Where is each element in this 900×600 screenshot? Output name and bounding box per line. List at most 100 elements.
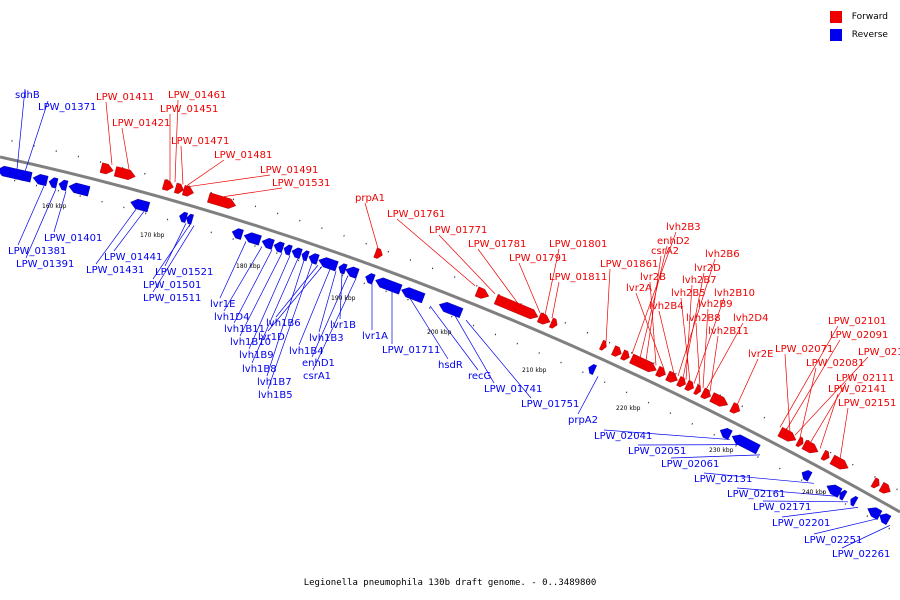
reverse-label-leader (409, 298, 449, 360)
forward-gene-arrow (373, 247, 383, 259)
reverse-gene-label: LPW_01751 (521, 399, 579, 410)
reverse-gene-label: csrA1 (303, 371, 331, 382)
forward-label-leader (189, 174, 271, 187)
reverse-gene-arrow (867, 507, 883, 520)
forward-gene-arrow (161, 179, 174, 191)
forward-gene-arrow (474, 286, 490, 299)
reverse-gene-label: LPW_01381 (8, 246, 66, 257)
scale-dash (757, 456, 759, 458)
reverse-gene-arrow (48, 177, 59, 189)
forward-gene-arrow (611, 345, 622, 357)
reverse-label-leader (53, 191, 67, 233)
reverse-label-leader (152, 225, 195, 293)
legend-forward: Forward (829, 8, 888, 26)
forward-gene-label: lvh2B7 (682, 275, 717, 286)
forward-label-leader (702, 308, 709, 389)
forward-label-leader (605, 268, 611, 343)
forward-gene-label: LPW_01461 (168, 90, 226, 101)
reverse-gene-label: recG (468, 371, 491, 382)
forward-label-leader (364, 202, 379, 249)
scale-dash (647, 401, 650, 404)
scale-dash (586, 331, 589, 334)
forward-gene-arrow (665, 370, 678, 383)
axis-tick-label: 230 kbp (709, 447, 734, 454)
forward-gene-label: LPW_01421 (112, 118, 170, 129)
scale-dash (896, 488, 898, 491)
reverse-gene-arrow (231, 228, 244, 240)
forward-gene-label: lvr2E (748, 349, 774, 360)
gene-arrows (0, 162, 892, 526)
reverse-label-leader (219, 241, 247, 299)
reverse-gene-label: lvr1A (362, 331, 388, 342)
reverse-gene-arrow (243, 232, 262, 246)
reverse-gene-label: lvh1B5 (258, 390, 293, 401)
forward-gene-arrow (820, 449, 830, 461)
forward-gene-arrow (700, 387, 711, 400)
forward-gene-label: lvh2B4 (649, 301, 684, 312)
scale-dash (450, 315, 453, 318)
scale-dash (888, 527, 891, 530)
reverse-label-leader (275, 264, 319, 318)
forward-label-leader (649, 281, 657, 366)
axis-tick-label: 160 kbp (42, 203, 67, 210)
scale-dash (385, 290, 387, 293)
scale-dash (735, 444, 737, 447)
axis-tick-label: 200 kbp (427, 329, 452, 336)
reverse-label-leader (223, 246, 263, 312)
forward-gene-label: lvh2B6 (705, 249, 740, 260)
forward-gene-label: lvr2A (626, 283, 652, 294)
axis-tick-labels: 160 kbp 170 kbp 180 kbp 190 kbp 200 kbp 210 k… (42, 203, 827, 496)
reverse-gene-label: LPW_02131 (694, 474, 752, 485)
forward-gene-arrow (870, 477, 880, 489)
reverse-gene-label: LPW_02061 (661, 459, 719, 470)
scale-dash (844, 503, 847, 505)
reverse-gene-label: LPW_01521 (155, 267, 213, 278)
reverse-label-leader (15, 88, 26, 180)
reverse-gene-arrow (261, 237, 275, 250)
reverse-label-leader (429, 305, 479, 371)
forward-label-leader (639, 245, 668, 358)
legend-reverse: Reverse (829, 26, 888, 44)
reverse-gene-arrow (588, 364, 597, 375)
forward-gene-arrow (795, 436, 804, 448)
gene-labels: LPW_01411 LPW_01421 LPW_01461 LPW_01451 LPW_… (8, 90, 900, 560)
reverse-gene-arrow (345, 266, 360, 279)
reverse-gene-label: lvh1B11 (224, 324, 265, 335)
scale-dash (851, 463, 854, 466)
forward-gene-label: LPW_02121 (858, 347, 900, 358)
forward-gene-arrow (99, 162, 114, 175)
reverse-gene-arrow (338, 263, 348, 275)
reverse-gene-arrow (291, 247, 303, 259)
scale-dash (564, 322, 567, 324)
forward-gene-label: lvh2B10 (714, 288, 755, 299)
forward-label-leader (121, 127, 130, 170)
forward-label-leader (680, 297, 691, 382)
reverse-gene-arrow (308, 253, 320, 265)
scale-dash (675, 372, 677, 375)
reverse-label-leader (25, 188, 57, 259)
scale-dashes (11, 140, 898, 530)
reverse-label-leader (762, 500, 849, 503)
forward-label-leader (631, 231, 677, 355)
reverse-gene-arrow (273, 241, 285, 254)
reverse-label-leader (577, 376, 599, 415)
reverse-label-leader (298, 269, 331, 346)
reverse-gene-arrow (401, 287, 426, 304)
forward-label-leader (779, 325, 839, 428)
forward-label-leader (635, 292, 665, 370)
forward-gene-arrow (207, 192, 237, 209)
forward-gene-arrow (676, 376, 686, 388)
reverse-gene-arrow (179, 211, 189, 223)
forward-label-leader (180, 145, 184, 185)
legend-reverse-label: Reverse (851, 30, 888, 40)
forward-gene-arrow (801, 439, 819, 454)
scale-dash (713, 433, 715, 436)
forward-gene-label: enhD2 (657, 236, 690, 247)
scale-dash (669, 412, 672, 415)
forward-gene-label: csrA2 (651, 246, 679, 257)
forward-gene-label: lvh2B3 (666, 222, 701, 233)
reverse-label-leader (603, 429, 731, 440)
scale-dash (429, 307, 431, 309)
reverse-gene-arrow (719, 427, 733, 440)
reverse-gene-label: enhD1 (302, 358, 335, 369)
